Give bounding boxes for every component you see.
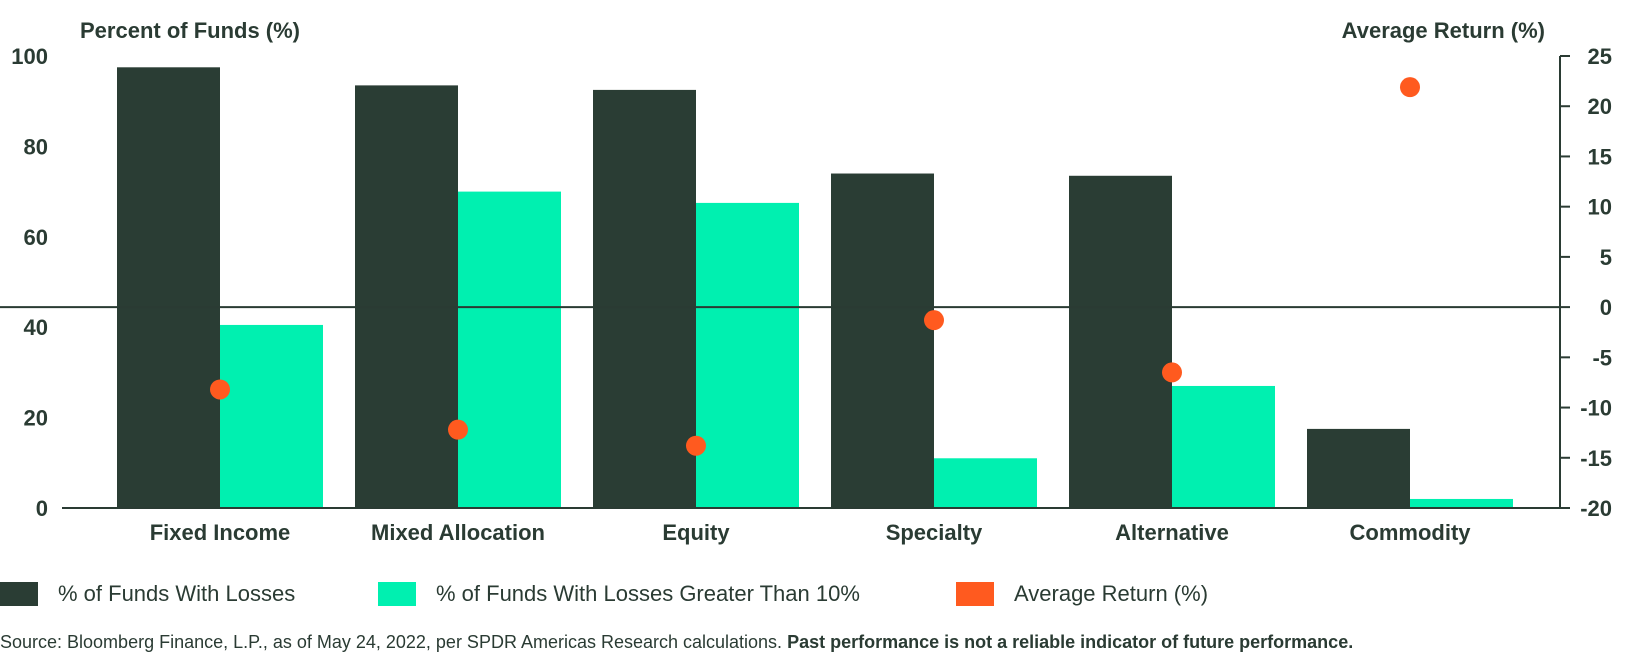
bar [1307, 428, 1410, 508]
legend-label-losses-over-10: % of Funds With Losses Greater Than 10% [436, 581, 860, 606]
bar [593, 89, 696, 509]
bar [1069, 175, 1172, 508]
left-tick-label: 40 [24, 315, 48, 340]
point [686, 435, 706, 456]
point [1400, 77, 1420, 98]
bar [117, 67, 220, 509]
category-label: Alternative [1115, 520, 1229, 545]
legend-swatch-average-return [956, 582, 994, 606]
bar [220, 324, 323, 508]
left-tick-label: 60 [24, 225, 48, 250]
right-tick-label: 0 [1600, 295, 1612, 320]
source-text: Source: Bloomberg Finance, L.P., as of M… [0, 632, 788, 652]
right-tick-label: -20 [1580, 496, 1612, 521]
right-tick-label: -5 [1592, 345, 1612, 370]
chart: Percent of Funds (%) Average Return (%) … [0, 18, 1612, 545]
legend-item-average-return: Average Return (%) [956, 576, 1208, 612]
legend-label-average-return: Average Return (%) [1014, 581, 1209, 606]
right-tick-label: 25 [1588, 44, 1612, 69]
category-label: Fixed Income [150, 520, 291, 545]
left-axis: 0 20 40 60 80 100 [11, 44, 48, 521]
point [1162, 362, 1182, 383]
legend-swatch-losses [0, 582, 38, 606]
right-tick-label: -10 [1580, 396, 1612, 421]
right-axis: -20 -15 -10 -5 0 5 10 15 20 25 [1560, 44, 1612, 521]
bar [1410, 498, 1513, 508]
category-labels: Fixed Income Mixed Allocation Equity Specia… [150, 520, 1472, 545]
bar [696, 202, 799, 508]
left-tick-label: 20 [24, 406, 48, 431]
right-tick-label: 20 [1588, 94, 1612, 119]
left-tick-label: 0 [36, 496, 48, 521]
legend-label-losses: % of Funds With Losses [58, 581, 296, 606]
category-label: Specialty [886, 520, 983, 545]
bars [117, 67, 1513, 509]
category-label: Mixed Allocation [371, 520, 545, 545]
average-return-points [210, 77, 1420, 456]
left-tick-label: 100 [11, 44, 48, 69]
right-axis-title: Average Return (%) [1342, 18, 1545, 43]
right-tick-label: 15 [1588, 144, 1612, 169]
bar [934, 458, 1037, 508]
category-label: Equity [662, 520, 730, 545]
bar [355, 85, 458, 508]
right-tick-label: 5 [1600, 245, 1612, 270]
bar [458, 191, 561, 508]
right-tick-label: 10 [1588, 195, 1612, 220]
category-label: Commodity [1350, 520, 1472, 545]
point [924, 310, 944, 331]
legend-item-losses-over-10: % of Funds With Losses Greater Than 10% [378, 576, 860, 612]
right-tick-label: -15 [1580, 446, 1612, 471]
disclaimer-text: Past performance is not a reliable indic… [787, 632, 1354, 652]
left-axis-title: Percent of Funds (%) [80, 18, 300, 43]
source-note: Source: Bloomberg Finance, L.P., as of M… [0, 632, 1353, 653]
legend-item-losses: % of Funds With Losses [0, 576, 295, 612]
point [210, 379, 230, 400]
legend: % of Funds With Losses % of Funds With L… [0, 576, 1626, 612]
legend-swatch-losses-over-10 [378, 582, 416, 606]
left-tick-label: 80 [24, 134, 48, 159]
point [448, 419, 468, 440]
bar [831, 173, 934, 508]
bar [1172, 385, 1275, 508]
